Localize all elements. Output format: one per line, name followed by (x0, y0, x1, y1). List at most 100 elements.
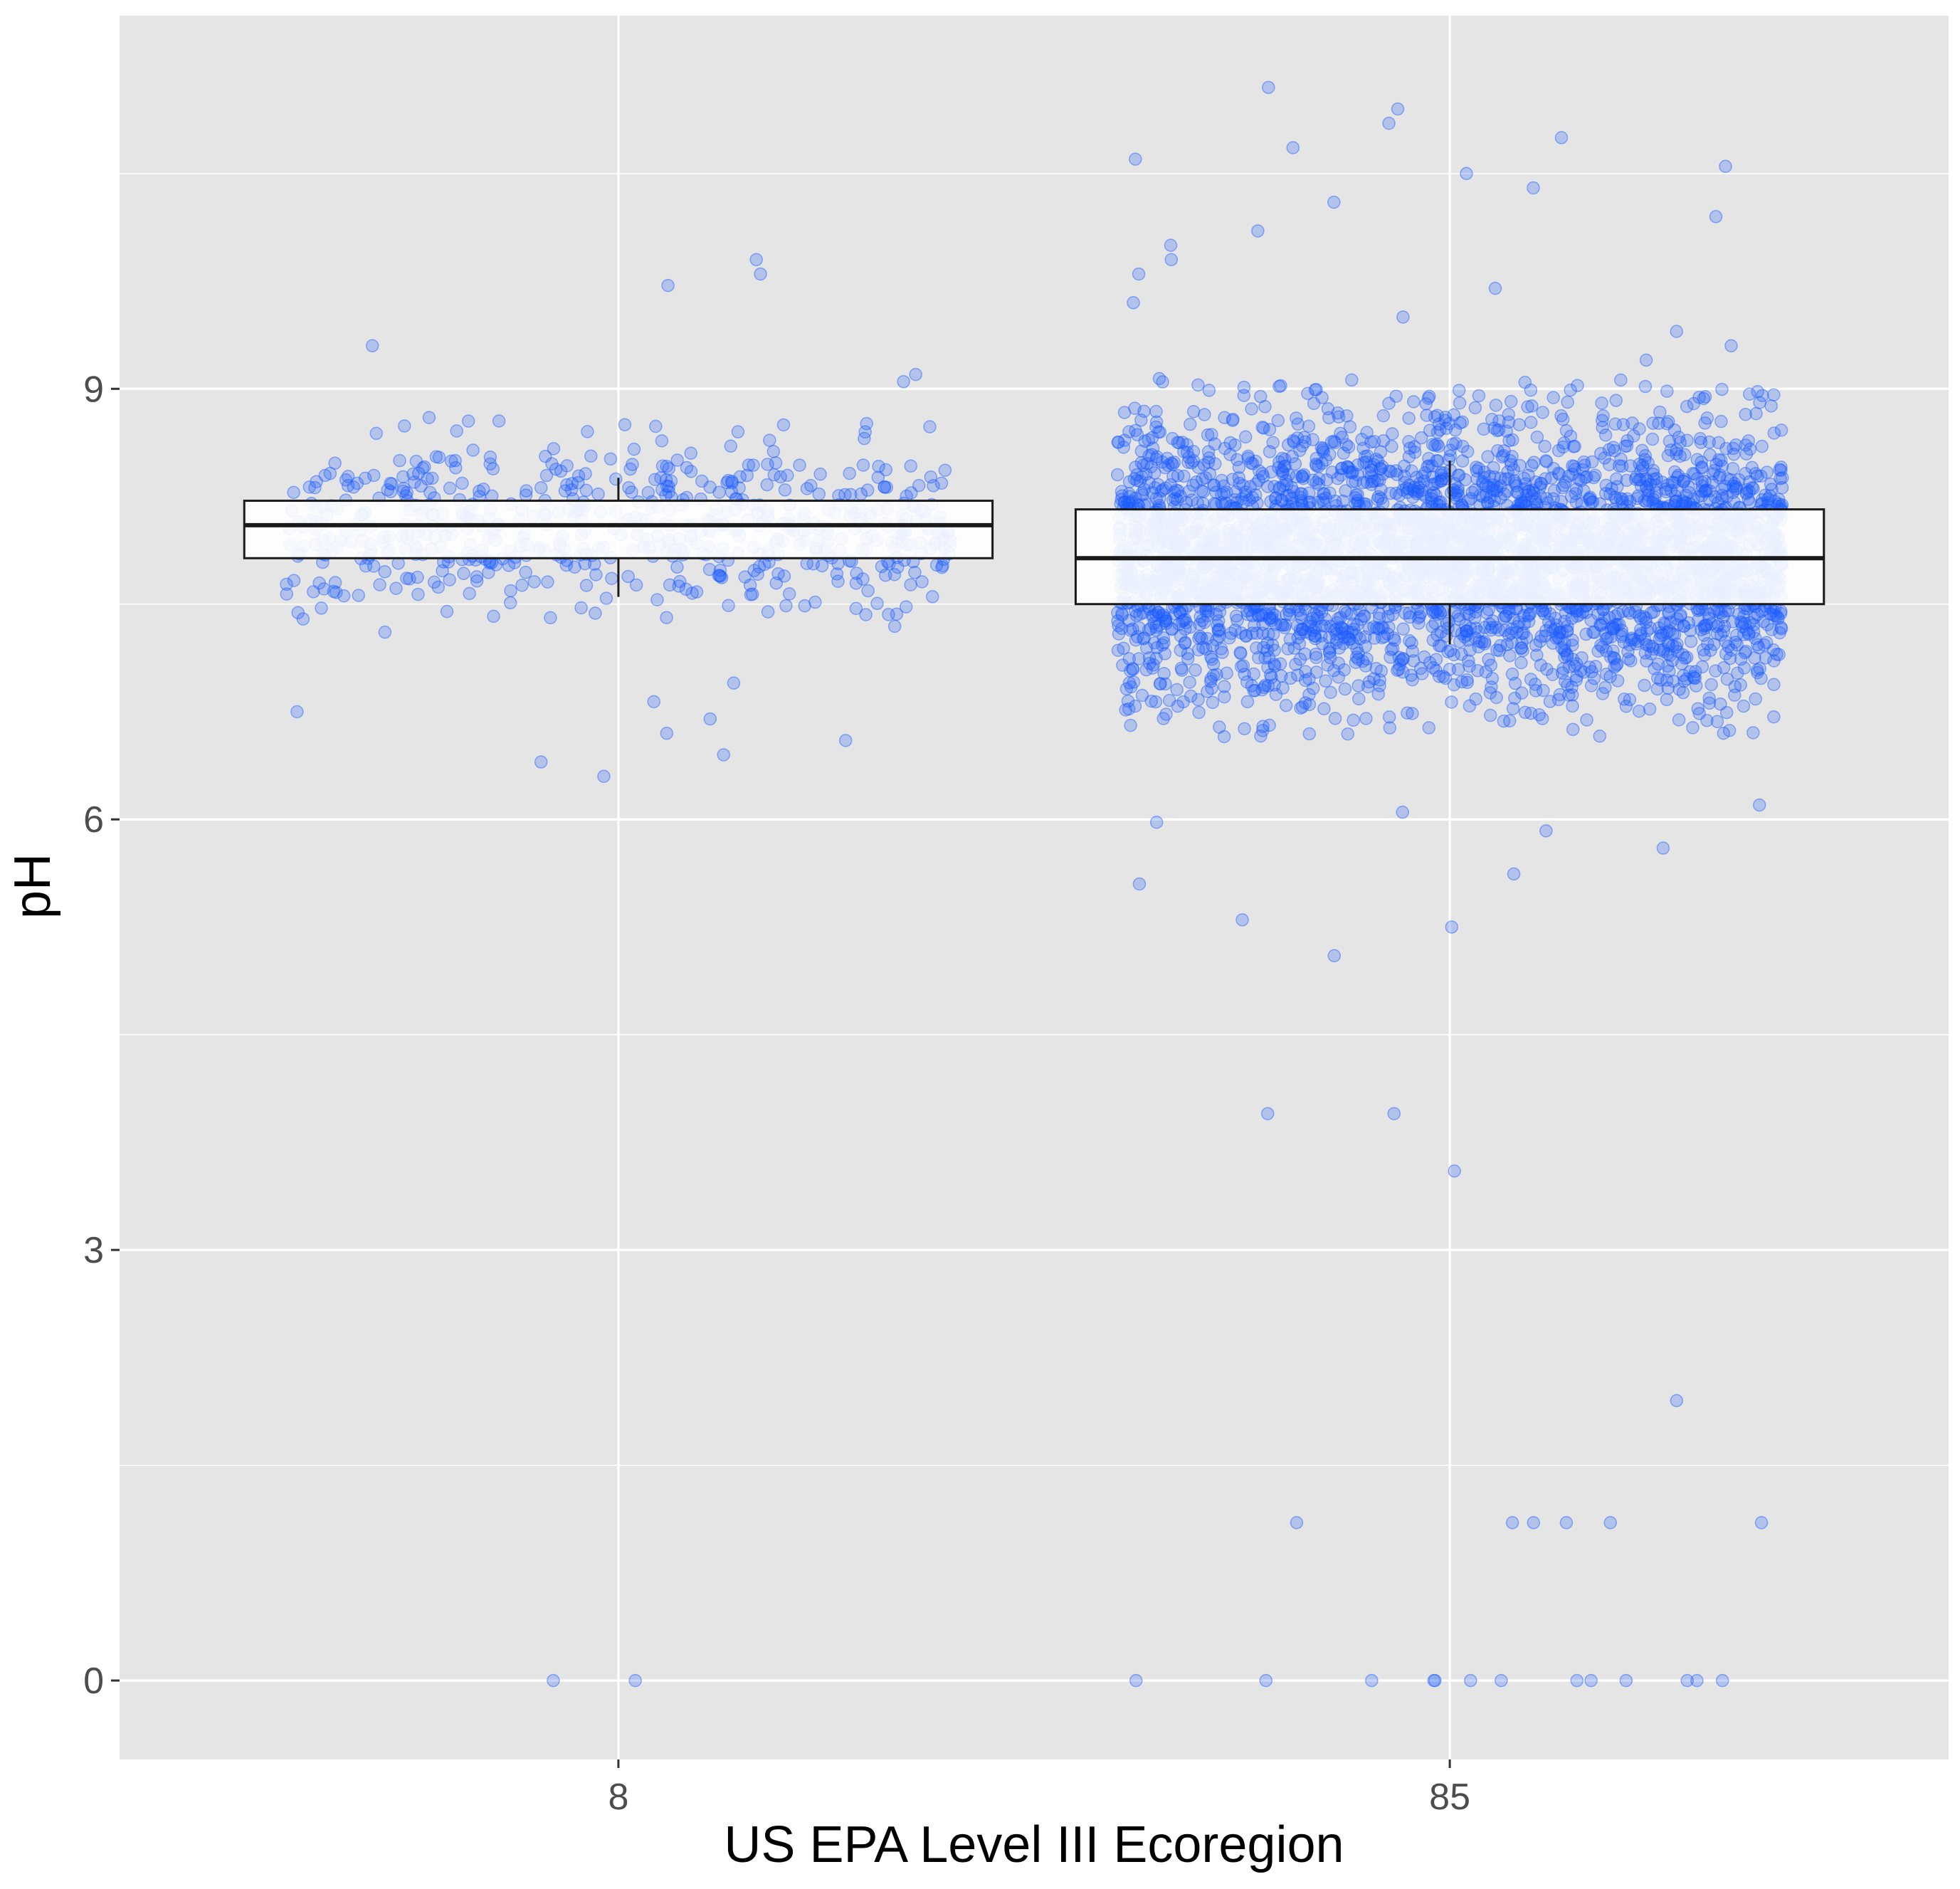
data-point (1593, 729, 1607, 743)
data-point (287, 574, 301, 587)
data-point (925, 590, 939, 604)
data-point (1701, 637, 1714, 651)
data-point (1150, 450, 1164, 464)
data-point (1232, 471, 1246, 485)
data-point (1728, 688, 1742, 702)
data-point (1464, 492, 1477, 505)
data-point (1115, 609, 1129, 622)
data-point (1683, 665, 1697, 678)
data-point (664, 474, 678, 488)
data-point (1499, 609, 1512, 623)
data-point (1334, 462, 1349, 475)
data-point (558, 484, 572, 498)
data-point (880, 480, 894, 494)
data-point (1683, 623, 1697, 638)
data-point (1183, 675, 1196, 689)
data-point (655, 459, 670, 473)
data-point (808, 595, 822, 609)
data-point (287, 485, 300, 500)
data-point (626, 458, 639, 471)
data-point (1571, 379, 1584, 392)
data-point (1329, 627, 1343, 641)
data-point (1250, 641, 1263, 655)
data-point (1483, 708, 1497, 722)
data-point (769, 456, 783, 470)
outlier-point (909, 367, 922, 382)
data-point (713, 564, 727, 577)
outlier-point (1709, 210, 1723, 223)
data-point (1443, 443, 1457, 457)
data-point (1304, 627, 1317, 641)
data-point (887, 619, 902, 633)
data-point (1469, 692, 1482, 706)
data-point (1154, 677, 1167, 690)
data-point (1431, 409, 1444, 422)
data-point (1645, 432, 1660, 446)
data-point (1206, 638, 1220, 653)
data-point (378, 625, 392, 639)
data-point (1555, 480, 1569, 495)
data-point (654, 471, 668, 485)
data-point (1312, 478, 1326, 491)
data-point (1147, 636, 1161, 650)
data-point (1720, 472, 1734, 485)
data-point (1318, 612, 1332, 626)
data-point (1460, 675, 1474, 690)
data-point (1753, 396, 1766, 409)
data-point (1494, 471, 1507, 485)
data-point (1396, 652, 1410, 665)
data-point (1396, 622, 1410, 636)
data-point (1352, 679, 1365, 693)
data-point (1619, 700, 1633, 713)
y-tick-label: 6 (83, 799, 104, 841)
data-point (1478, 621, 1492, 634)
data-point (830, 567, 844, 581)
data-point (1526, 483, 1539, 498)
data-point (1186, 454, 1201, 468)
data-point (1651, 657, 1665, 671)
data-point (1302, 419, 1316, 433)
data-point (549, 462, 563, 476)
data-point (1426, 606, 1440, 619)
data-point (527, 575, 541, 589)
data-point (1671, 468, 1685, 483)
data-point (1677, 475, 1691, 488)
data-point (403, 572, 416, 586)
data-point (1624, 654, 1638, 668)
data-point (1337, 446, 1351, 461)
data-point (1564, 490, 1579, 503)
data-point (1723, 651, 1737, 665)
data-point (1407, 395, 1421, 409)
data-point (890, 607, 904, 621)
data-point (1461, 654, 1475, 668)
data-point (1149, 695, 1163, 709)
data-point (565, 477, 579, 490)
data-point (1371, 493, 1384, 506)
data-point (291, 606, 305, 620)
data-point (1539, 623, 1553, 638)
outlier-point (838, 734, 853, 747)
data-point (915, 575, 929, 589)
data-point (1263, 423, 1277, 436)
data-point (440, 604, 454, 619)
data-point (1343, 420, 1357, 433)
data-point (905, 486, 918, 500)
data-point (1298, 625, 1312, 639)
data-point (1653, 632, 1667, 646)
data-point (680, 461, 694, 475)
data-point (1505, 667, 1519, 681)
data-point (1726, 462, 1740, 475)
data-point (1234, 660, 1248, 673)
data-point (660, 479, 674, 493)
data-point (766, 445, 781, 458)
data-point (1185, 456, 1198, 470)
data-point (1670, 618, 1685, 632)
data-point (1614, 373, 1628, 387)
data-point (1347, 622, 1361, 636)
outlier-point (1670, 1394, 1684, 1408)
data-point (1584, 679, 1598, 693)
outlier-point (1428, 1673, 1442, 1688)
data-point (1677, 448, 1692, 462)
data-point (849, 601, 863, 616)
data-point (492, 414, 506, 428)
